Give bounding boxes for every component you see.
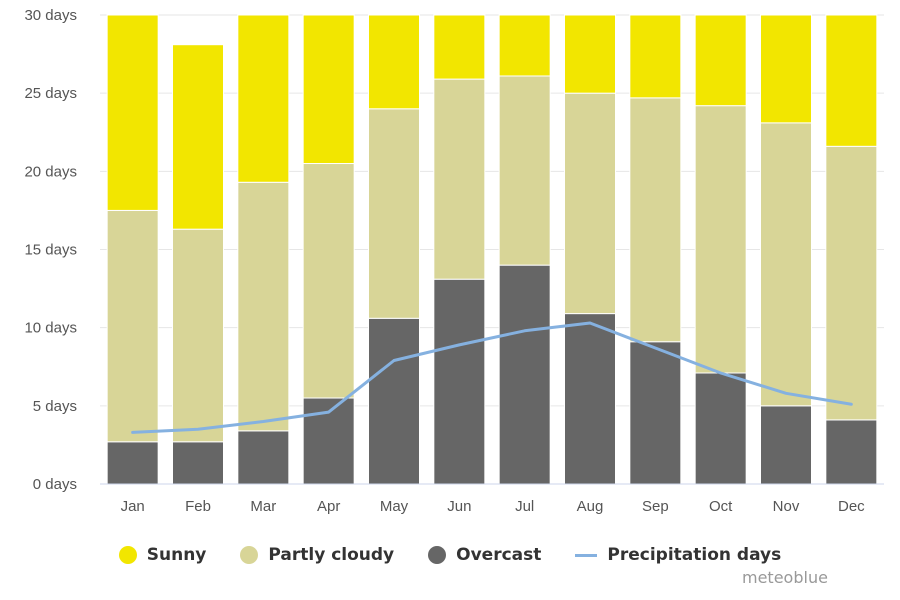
bars	[106, 14, 878, 485]
bar-sunny[interactable]	[629, 14, 682, 99]
bar-overcast[interactable]	[172, 441, 224, 485]
bar-sunny[interactable]	[368, 14, 420, 110]
bar-sunny[interactable]	[106, 14, 159, 211]
legend-label-partly-cloudy: Partly cloudy	[268, 545, 395, 565]
bar-partly-cloudy[interactable]	[825, 145, 878, 421]
bar-partly-cloudy[interactable]	[629, 97, 682, 343]
grid-lines	[100, 14, 884, 485]
bar-partly-cloudy[interactable]	[760, 122, 812, 407]
x-tick-label: Oct	[709, 498, 733, 515]
bar-sunny[interactable]	[433, 14, 486, 80]
x-tick-label: Mar	[250, 498, 276, 515]
x-tick-label: Jul	[515, 498, 534, 515]
x-tick-label: Feb	[185, 498, 211, 515]
legend-label-overcast: Overcast	[456, 545, 542, 565]
bar-sunny[interactable]	[498, 14, 551, 77]
x-tick-label: Jun	[447, 498, 471, 515]
x-tick-label: Jan	[121, 498, 145, 515]
x-tick-label: Aug	[577, 498, 604, 515]
precipitation-line[interactable]	[131, 321, 853, 434]
legend-label-sunny: Sunny	[146, 545, 207, 565]
bar-sunny[interactable]	[694, 14, 747, 107]
overcast-dot-icon	[428, 546, 447, 564]
legend-label-precipitation: Precipitation days	[607, 545, 782, 565]
x-tick-label: Nov	[773, 498, 800, 515]
y-tick-label: 30 days	[24, 7, 77, 24]
x-tick-label: Sep	[642, 498, 669, 515]
partly-cloudy-dot-icon	[240, 546, 259, 564]
y-tick-label: 0 days	[33, 476, 77, 493]
bar-overcast[interactable]	[237, 430, 290, 485]
x-tick-label: Dec	[838, 498, 865, 515]
bar-partly-cloudy[interactable]	[172, 228, 224, 443]
y-tick-label: 25 days	[24, 85, 77, 102]
precipitation-line-icon	[575, 553, 598, 557]
sunny-dot-icon	[118, 546, 137, 564]
bar-partly-cloudy[interactable]	[237, 181, 290, 432]
watermark: meteoblue	[742, 568, 828, 587]
legend-item-partly-cloudy[interactable]: Partly cloudy	[240, 545, 394, 565]
bar-partly-cloudy[interactable]	[106, 209, 159, 443]
bar-sunny[interactable]	[172, 44, 224, 230]
bar-partly-cloudy[interactable]	[564, 92, 616, 315]
y-tick-label: 5 days	[33, 398, 77, 415]
bar-sunny[interactable]	[237, 14, 290, 183]
bar-partly-cloudy[interactable]	[694, 105, 747, 374]
x-tick-label: May	[380, 498, 409, 515]
bar-overcast[interactable]	[106, 441, 159, 485]
bar-sunny[interactable]	[302, 14, 355, 165]
bar-overcast[interactable]	[564, 313, 616, 485]
legend-item-sunny[interactable]: Sunny	[118, 545, 207, 565]
y-tick-label: 15 days	[24, 242, 77, 259]
bar-overcast[interactable]	[760, 405, 812, 485]
legend: Sunny Partly cloudy Overcast Precipitati…	[0, 540, 900, 570]
bar-partly-cloudy[interactable]	[368, 108, 420, 319]
bar-overcast[interactable]	[368, 317, 420, 485]
y-tick-label: 20 days	[24, 163, 77, 180]
axes: 0 days 5 days 10 days 15 days 20 days 25 days…	[24, 7, 884, 515]
precipitation-line-group	[131, 321, 853, 434]
bar-partly-cloudy[interactable]	[302, 163, 355, 399]
bar-overcast[interactable]	[433, 278, 486, 485]
weather-chart: 0 days 5 days 10 days 15 days 20 days 25 days…	[24, 7, 884, 515]
legend-item-precipitation[interactable]: Precipitation days	[575, 545, 781, 565]
bar-overcast[interactable]	[825, 419, 878, 485]
bar-partly-cloudy[interactable]	[433, 78, 486, 280]
bar-sunny[interactable]	[760, 14, 812, 124]
bar-overcast[interactable]	[498, 264, 551, 485]
bar-overcast[interactable]	[694, 372, 747, 485]
bar-sunny[interactable]	[825, 14, 878, 147]
bar-sunny[interactable]	[564, 14, 616, 94]
bar-overcast[interactable]	[629, 341, 682, 485]
y-tick-label: 10 days	[24, 320, 77, 337]
x-tick-label: Apr	[317, 498, 340, 515]
legend-item-overcast[interactable]: Overcast	[428, 545, 541, 565]
bar-partly-cloudy[interactable]	[498, 75, 551, 266]
